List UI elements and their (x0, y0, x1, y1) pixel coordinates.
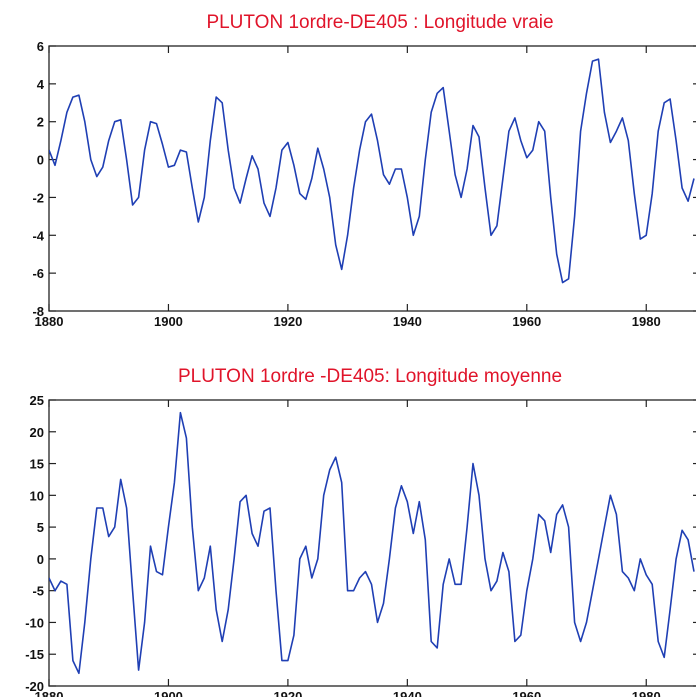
chart-longitude-moyenne: PLUTON 1ordre -DE405: Longitude moyenne -… (25, 366, 696, 697)
y-tick-label: 6 (37, 39, 44, 54)
y-tick-label: -2 (32, 190, 44, 205)
y-tick-label: 2 (37, 115, 44, 130)
x-tick-label: 1920 (273, 314, 302, 329)
y-tick-label: 0 (37, 552, 44, 567)
chart-title: PLUTON 1ordre -DE405: Longitude moyenne (178, 366, 562, 387)
plot-frame (48, 45, 696, 312)
y-tick-label: 10 (30, 488, 44, 503)
chart-longitude-vraie: PLUTON 1ordre-DE405 : Longitude vraie -8 -… (32, 12, 696, 329)
y-tick-label: 15 (30, 457, 44, 472)
x-tick-label: 1960 (512, 689, 541, 697)
y-tick-label: -10 (25, 615, 44, 630)
y-tick-label: -5 (32, 584, 44, 599)
x-tick-label: 1920 (273, 689, 302, 697)
y-tick-label: -20 (25, 679, 44, 694)
y-tick-label: 25 (30, 393, 44, 408)
y-tick-label: -8 (32, 304, 44, 319)
x-tick-label: 1880 (35, 689, 64, 697)
x-tick-label: 1940 (393, 689, 422, 697)
y-tick-label: 20 (30, 425, 44, 440)
x-tick-label: 1880 (35, 314, 64, 329)
y-tick-label: -6 (32, 266, 44, 281)
series-line (49, 411, 695, 675)
x-tick-label: 1960 (512, 314, 541, 329)
series-line (49, 58, 695, 284)
y-tick-label: -15 (25, 647, 44, 662)
y-tick-label: -4 (32, 228, 44, 243)
y-tick-label: 0 (37, 153, 44, 168)
y-tick-label: 4 (37, 77, 45, 92)
x-tick-label: 1980 (632, 314, 661, 329)
plot-frame (48, 399, 696, 687)
x-tick-label: 1980 (632, 689, 661, 697)
x-tick-label: 1900 (154, 689, 183, 697)
chart-title: PLUTON 1ordre-DE405 : Longitude vraie (206, 12, 553, 33)
y-tick-label: 5 (37, 520, 44, 535)
x-tick-label: 1940 (393, 314, 422, 329)
x-tick-label: 1900 (154, 314, 183, 329)
